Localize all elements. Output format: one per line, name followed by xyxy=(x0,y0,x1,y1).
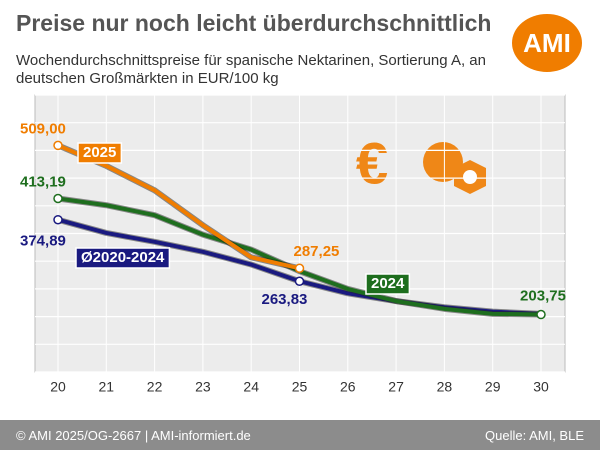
peach-icon xyxy=(423,142,463,182)
point-marker xyxy=(53,140,63,151)
legend-label: 2024 xyxy=(371,275,405,292)
legend-box xyxy=(365,273,411,295)
legend-label: 2025 xyxy=(83,144,116,161)
value-label: 413,19 xyxy=(20,173,66,190)
point-marker xyxy=(53,214,63,225)
x-tick-label: 30 xyxy=(533,379,549,395)
x-tick-label: 24 xyxy=(243,379,259,395)
logo: AMI xyxy=(512,14,582,72)
value-label: 203,75 xyxy=(520,287,566,304)
icons: € xyxy=(356,131,486,196)
x-tick-label: 23 xyxy=(195,379,211,395)
point-marker xyxy=(294,263,305,274)
footer-right: Quelle: AMI, BLE xyxy=(485,428,584,443)
value-label: 509,00 xyxy=(20,120,66,137)
x-tick-label: 29 xyxy=(485,379,501,395)
footer: © AMI 2025/OG-2667 | AMI-informiert.de Q… xyxy=(0,420,600,450)
legend-box xyxy=(75,247,171,269)
euro-icon: € xyxy=(356,131,388,196)
x-tick-label: 28 xyxy=(437,379,453,395)
legend-box xyxy=(77,142,123,164)
x-tick-label: 27 xyxy=(388,379,404,395)
value-label: 374,89 xyxy=(20,233,66,250)
x-tick-label: 22 xyxy=(147,379,163,395)
x-tick-label: 25 xyxy=(292,379,308,395)
x-tick-label: 26 xyxy=(340,379,356,395)
point-marker xyxy=(294,276,305,286)
point-marker xyxy=(536,309,546,320)
footer-left: © AMI 2025/OG-2667 | AMI-informiert.de xyxy=(16,428,251,443)
value-label: 287,25 xyxy=(294,243,340,260)
value-label: 263,83 xyxy=(262,291,308,308)
x-tick-label: 20 xyxy=(50,379,66,395)
chart: € 20 21 22 23 24 25 26 27 28 29 30 374,89 263,83 Ø202… xyxy=(20,94,566,395)
point-marker xyxy=(53,193,63,204)
x-tick-label: 21 xyxy=(99,379,115,395)
peach-stone xyxy=(463,170,477,184)
title: Preise nur noch leicht überdurchschnittl… xyxy=(16,10,492,36)
legend-label: Ø2020-2024 xyxy=(81,249,165,266)
subtitle: Wochendurchschnittspreise für spanische … xyxy=(16,52,486,87)
